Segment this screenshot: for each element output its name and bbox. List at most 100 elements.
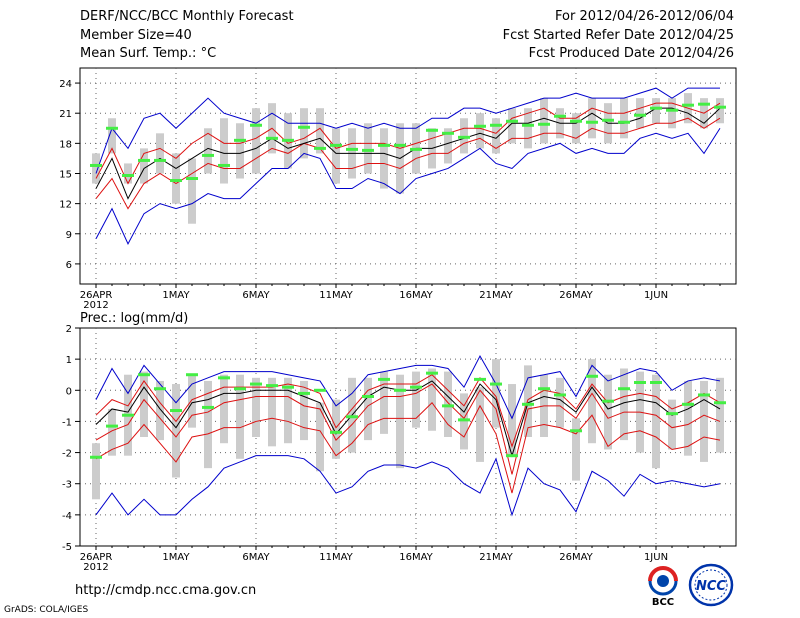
temp-series-mean xyxy=(95,107,721,200)
prec-spread-box xyxy=(284,377,292,444)
ncc-logo-text: NCC xyxy=(696,579,726,594)
temp-spread-box xyxy=(508,108,516,144)
prec-x-tick-label: 16MAY xyxy=(399,552,433,563)
variable-label: Mean Surf. Temp.: °C xyxy=(80,46,217,61)
prec-series-p25 xyxy=(95,383,721,475)
prec-spread-box xyxy=(604,374,612,450)
temp-y-tick-label: 9 xyxy=(66,230,72,241)
prec-spread-box xyxy=(316,402,324,472)
prec-y-tick-label: -5 xyxy=(62,542,72,553)
prec-y-tick-label: -1 xyxy=(62,417,72,428)
prec-spread-box xyxy=(156,380,164,441)
prec-x-tick-sublabel: 2012 xyxy=(83,562,108,573)
grads-credit: GrADS: COLA/IGES xyxy=(4,605,89,615)
prec-x-tick-label: 6MAY xyxy=(242,552,270,563)
prec-spread-box xyxy=(508,384,516,456)
prec-x-tick-label: 21MAY xyxy=(479,552,513,563)
temp-y-tick-label: 24 xyxy=(59,79,72,90)
prec-y-tick-label: 1 xyxy=(66,355,72,366)
prec-spread-box xyxy=(204,380,212,469)
prec-spread-box xyxy=(412,371,420,428)
prec-y-tick-label: 0 xyxy=(66,386,72,397)
temp-spread-box xyxy=(364,123,372,174)
temp-spread-box xyxy=(140,148,148,184)
bcc-logo-text: BCC xyxy=(652,597,674,608)
temp-x-tick-label: 21MAY xyxy=(479,290,513,301)
temp-x-tick-label: 16MAY xyxy=(399,290,433,301)
temp-spread-box xyxy=(220,118,228,184)
temp-x-tick-label: 1JUN xyxy=(644,290,668,301)
prec-spread-box xyxy=(92,443,100,500)
temp-y-tick-label: 21 xyxy=(59,109,72,120)
prec-spread-box xyxy=(236,374,244,459)
prec-spread-box xyxy=(620,368,628,441)
prec-series-p10 xyxy=(95,401,721,494)
prec-spread-box xyxy=(380,371,388,434)
temp-spread-box xyxy=(476,113,484,149)
prec-x-tick-label: 26APR xyxy=(80,552,113,563)
prec-spread-box xyxy=(588,359,596,444)
prec-x-tick-label: 1JUN xyxy=(644,552,668,563)
temp-spread-box xyxy=(332,128,340,184)
prec-spread-box xyxy=(668,399,676,450)
temp-spread-box xyxy=(172,153,180,204)
prec-spread-box xyxy=(492,359,500,428)
temp-x-tick-label: 6MAY xyxy=(242,290,270,301)
footer-url[interactable]: http://cmdp.ncc.cma.gov.cn xyxy=(75,583,257,598)
prec-y-tick-label: -4 xyxy=(62,511,72,522)
temp-x-tick-label: 26MAY xyxy=(559,290,593,301)
temp-spread-box xyxy=(156,133,164,174)
precipitation-title: Prec.: log(mm/d) xyxy=(80,311,188,326)
prec-spread-box xyxy=(108,408,116,456)
temp-spread-box xyxy=(188,158,196,224)
prec-spread-box xyxy=(444,371,452,437)
prec-x-tick-label: 26MAY xyxy=(559,552,593,563)
temp-x-tick-sublabel: 2012 xyxy=(83,300,108,311)
prec-spread-box xyxy=(332,399,340,459)
prec-spread-box xyxy=(652,374,660,469)
forecast-period: For 2012/04/26-2012/06/04 xyxy=(555,9,734,24)
temp-spread-box xyxy=(540,98,548,144)
temp-series-max xyxy=(95,128,721,245)
prec-spread-box xyxy=(684,380,692,456)
forecast-produced-date: Fcst Produced Date 2012/04/26 xyxy=(528,46,734,61)
temp-spread-box xyxy=(380,128,388,189)
prec-spread-box xyxy=(268,377,276,447)
temp-spread-box xyxy=(620,98,628,139)
prec-series-mean xyxy=(95,380,721,458)
temp-spread-box xyxy=(316,108,324,154)
temp-spread-box xyxy=(636,98,644,129)
temp-spread-box xyxy=(444,128,452,164)
prec-spread-box xyxy=(524,365,532,437)
temp-spread-box xyxy=(108,118,116,154)
temp-spread-box xyxy=(668,98,676,129)
prec-spread-box xyxy=(476,387,484,462)
temp-spread-box xyxy=(572,113,580,144)
temp-spread-box xyxy=(460,118,468,154)
prec-spread-box xyxy=(396,374,404,469)
temp-x-tick-label: 26APR xyxy=(80,290,113,301)
member-size-label: Member Size=40 xyxy=(80,28,192,43)
temp-x-tick-label: 11MAY xyxy=(319,290,353,301)
prec-series-max xyxy=(95,354,721,420)
temp-y-tick-label: 15 xyxy=(59,169,72,180)
temp-y-tick-label: 18 xyxy=(59,139,72,150)
prec-y-tick-label: -3 xyxy=(62,480,72,491)
temp-spread-box xyxy=(492,118,500,154)
temp-plot-frame xyxy=(79,67,737,285)
ncc-logo: NCC xyxy=(688,563,734,607)
forecast-start-date: Fcst Started Refer Date 2012/04/25 xyxy=(502,28,734,43)
prec-spread-box xyxy=(700,380,708,462)
temp-spread-box xyxy=(204,128,212,174)
prec-spread-box xyxy=(428,368,436,431)
prec-spread-box xyxy=(460,393,468,450)
prec-series-p75 xyxy=(95,374,721,448)
prec-spread-box xyxy=(572,418,580,481)
header-title: DERF/NCC/BCC Monthly Forecast xyxy=(80,9,294,24)
prec-plot-frame xyxy=(79,327,737,547)
temp-spread-box xyxy=(652,98,660,124)
temp-series-p90 xyxy=(95,102,721,185)
temp-spread-box xyxy=(300,108,308,159)
